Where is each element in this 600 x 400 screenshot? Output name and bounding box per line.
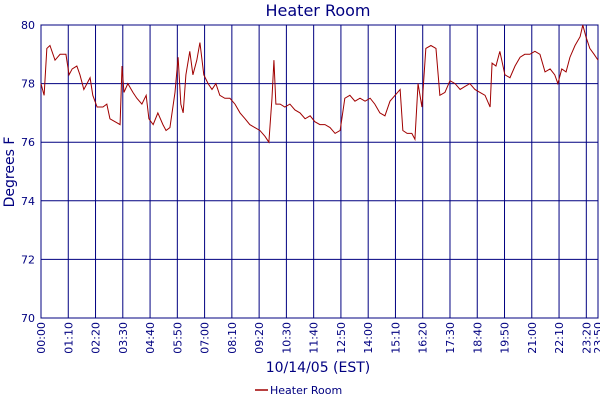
x-tick-label: 03:30 — [117, 322, 130, 354]
y-tick-label: 72 — [21, 253, 35, 266]
x-tick-label: 19:50 — [499, 322, 512, 354]
chart-title: Heater Room — [265, 1, 370, 20]
x-tick-label: 00:00 — [35, 322, 48, 354]
x-tick-label: 18:40 — [471, 322, 484, 354]
x-tick-label: 01:10 — [62, 322, 75, 354]
x-axis-label: 10/14/05 (EST) — [266, 360, 371, 376]
legend-label: Heater Room — [270, 384, 342, 397]
x-tick-label: 10:30 — [280, 322, 293, 354]
y-axis-label: Degrees F — [2, 137, 18, 208]
x-tick-label: 02:20 — [90, 322, 103, 354]
y-tick-label: 70 — [21, 312, 35, 325]
plot-area — [40, 24, 599, 319]
x-tick-label: 14:00 — [362, 322, 375, 354]
x-tick-label: 12:50 — [335, 322, 348, 354]
x-tick-label: 23:20 — [580, 322, 593, 354]
y-tick-label: 78 — [21, 78, 35, 91]
x-tick-label: 16:20 — [417, 322, 430, 354]
x-tick-label: 17:30 — [444, 322, 457, 354]
x-tick-label: 05:50 — [171, 322, 184, 354]
x-tick-label: 23:50 — [592, 322, 600, 354]
x-tick-label: 15:10 — [389, 322, 402, 354]
y-tick-label: 74 — [21, 195, 35, 208]
x-tick-label: 21:00 — [526, 322, 539, 354]
x-tick-label: 22:10 — [553, 322, 566, 354]
y-tick-label: 76 — [21, 136, 35, 149]
x-tick-label: 09:20 — [253, 322, 266, 354]
x-tick-label: 04:40 — [144, 322, 157, 354]
x-tick-label: 07:00 — [199, 322, 212, 354]
y-tick-label: 80 — [21, 19, 35, 32]
x-tick-label: 08:10 — [226, 322, 239, 354]
x-tick-label: 11:40 — [308, 322, 321, 354]
data-line — [40, 24, 599, 144]
